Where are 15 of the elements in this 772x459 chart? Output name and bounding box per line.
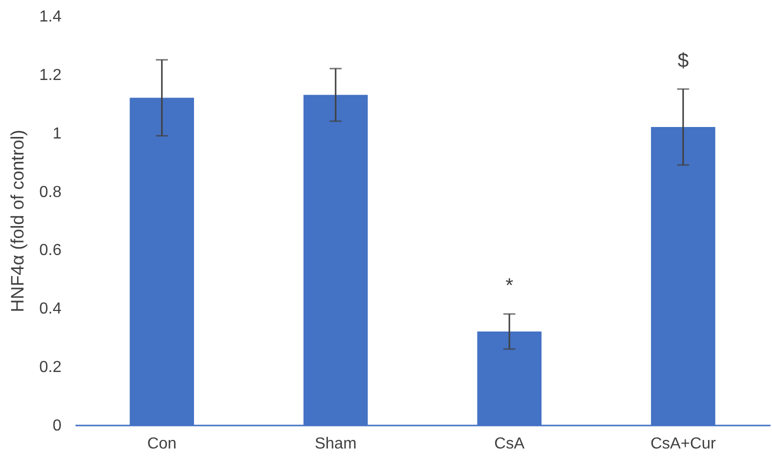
annotation: *	[505, 274, 514, 297]
y-tick-label: 0.6	[39, 242, 62, 260]
x-tick-label: Sham	[314, 436, 357, 452]
y-tick-label: 1	[52, 125, 62, 142]
x-tick-label: Con	[147, 436, 177, 452]
x-tick-label: CsA+Cur	[650, 436, 716, 452]
y-tick-label: 1.2	[39, 66, 62, 84]
y-axis-title: HNF4α (fold of control)	[7, 130, 28, 312]
y-tick-label: 0.4	[39, 300, 62, 318]
y-tick-label: 0	[52, 418, 62, 434]
annotation: $	[678, 50, 689, 72]
y-tick-label: 0.8	[39, 184, 62, 201]
x-tick-label: CsA	[494, 436, 525, 452]
y-tick-label: 0.2	[39, 359, 62, 376]
y-tick-label: 1.4	[39, 8, 62, 26]
